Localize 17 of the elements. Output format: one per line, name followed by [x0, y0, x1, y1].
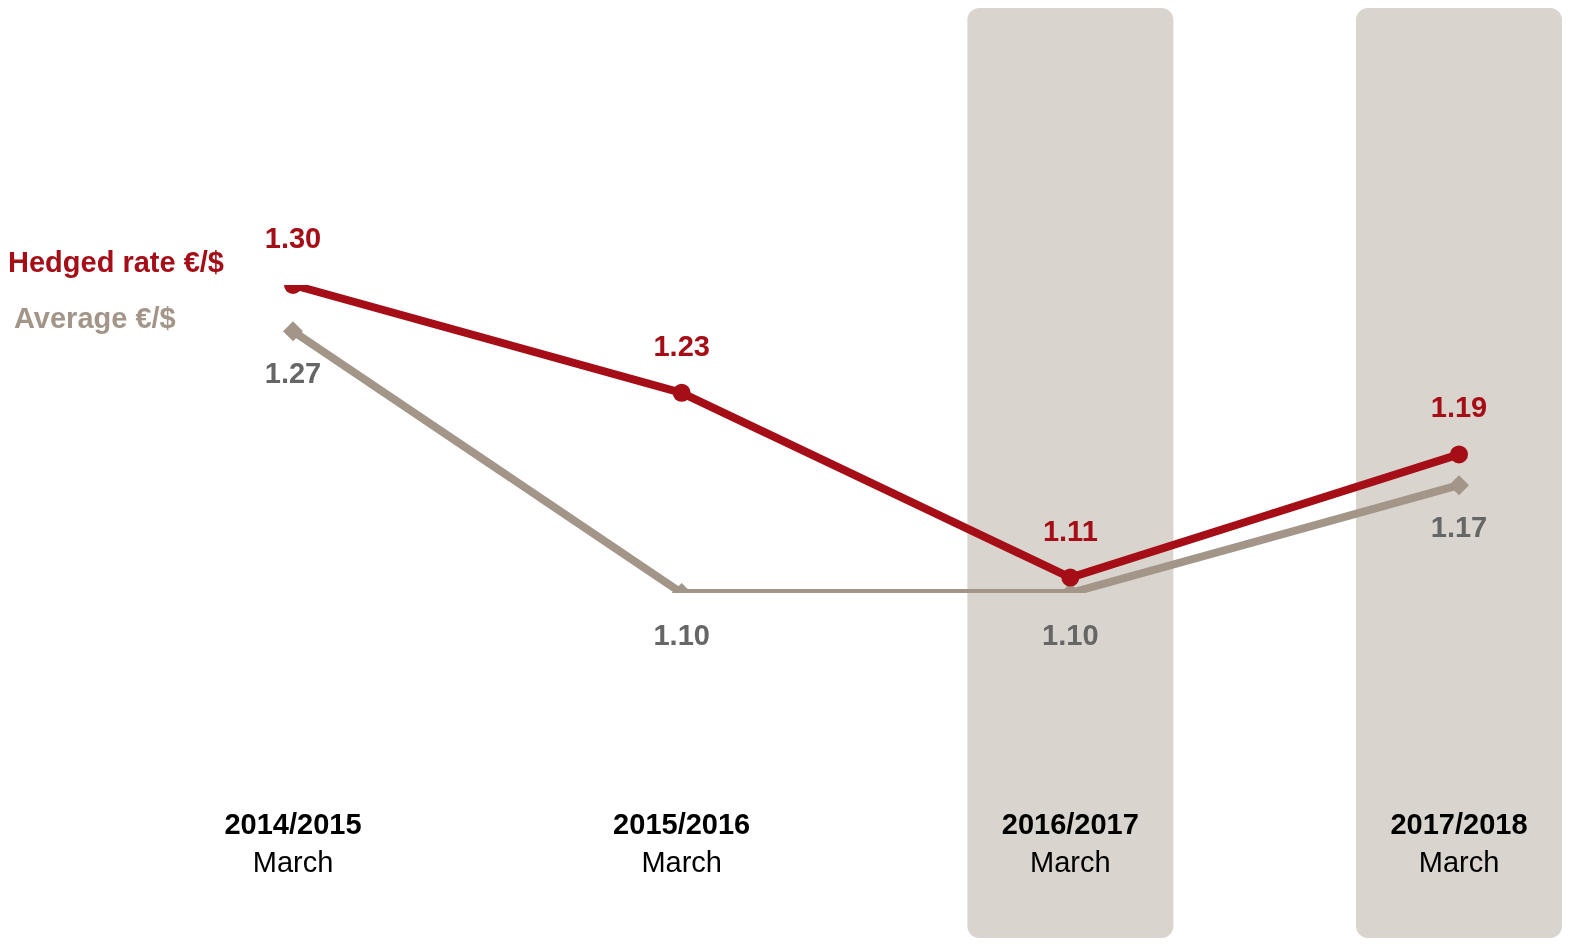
text: Hedged rate €/$ [8, 246, 224, 278]
text: Average €/$ [14, 302, 176, 334]
point [1450, 445, 1468, 464]
point [1449, 475, 1469, 496]
x-tick-label: 2016/2017 March [1001, 808, 1139, 878]
data-label: 1.30 [264, 222, 322, 254]
x-tick-label: 2014/2015 March [224, 808, 362, 878]
point [672, 383, 691, 402]
data-label: 1.11 [1042, 514, 1098, 547]
data-label: 1.23 [653, 329, 710, 362]
data-label: 1.27 [264, 357, 322, 390]
data-label: 1.19 [1430, 391, 1488, 424]
data-label: 1.17 [1430, 511, 1488, 544]
x-tick-label: 2015/2016 March [613, 808, 751, 878]
data-label: 1.10 [653, 619, 710, 651]
x-tick-label: 2017/2018 March [1390, 808, 1528, 878]
data-label: 1.10 [1042, 619, 1099, 651]
